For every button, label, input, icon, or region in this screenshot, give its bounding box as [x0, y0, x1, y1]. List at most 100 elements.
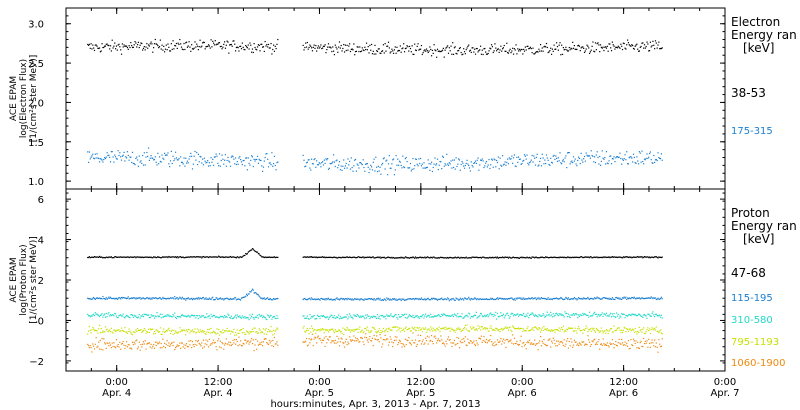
data-point: [192, 163, 194, 165]
data-point: [159, 160, 161, 163]
data-point: [486, 257, 488, 259]
data-point: [158, 330, 161, 333]
data-point: [502, 256, 504, 259]
data-point: [501, 48, 504, 50]
data-point: [512, 326, 515, 328]
data-point: [592, 41, 594, 43]
data-point: [359, 46, 361, 48]
data-point: [575, 298, 577, 300]
data-point: [182, 256, 184, 258]
data-point: [627, 256, 630, 259]
data-point: [621, 338, 623, 341]
data-point: [643, 314, 645, 316]
data-point: [422, 52, 424, 54]
data-point: [563, 298, 565, 300]
data-point: [186, 330, 189, 333]
data-point: [116, 316, 118, 319]
data-point: [536, 153, 538, 155]
data-point: [648, 342, 651, 345]
data-point: [421, 53, 423, 56]
data-point: [652, 342, 654, 344]
data-point: [267, 46, 269, 48]
data-point: [147, 314, 149, 316]
data-point: [552, 329, 554, 332]
data-point: [303, 159, 305, 161]
data-point: [479, 338, 482, 340]
data-point: [573, 256, 575, 258]
data-point: [313, 158, 315, 161]
data-point: [637, 341, 639, 343]
data-point: [404, 47, 406, 50]
data-point: [239, 344, 241, 346]
data-point: [411, 316, 413, 318]
data-point: [391, 341, 393, 343]
data-point: [217, 340, 219, 342]
data-point: [129, 317, 131, 319]
data-point: [654, 313, 657, 316]
data-point: [580, 329, 582, 332]
data-point: [554, 48, 556, 50]
data-point: [537, 349, 539, 351]
data-point: [92, 326, 94, 329]
data-point: [365, 256, 368, 259]
data-point: [319, 330, 321, 332]
data-point: [597, 297, 599, 299]
data-point: [103, 158, 105, 161]
data-point: [439, 160, 441, 163]
data-point: [594, 298, 597, 300]
data-point: [231, 45, 233, 47]
data-point: [119, 152, 121, 154]
data-point: [196, 151, 198, 154]
data-point: [444, 49, 446, 51]
data-point: [523, 341, 525, 344]
data-point: [346, 256, 348, 258]
data-point: [118, 329, 120, 331]
data-point: [583, 313, 586, 315]
data-point: [387, 338, 389, 340]
y-tick-label: 6: [38, 195, 44, 206]
data-point: [600, 327, 602, 329]
data-point: [185, 162, 188, 164]
data-point: [585, 298, 587, 300]
data-point: [311, 256, 313, 258]
data-point: [272, 329, 275, 332]
data-point: [237, 256, 239, 258]
data-point: [311, 47, 313, 49]
data-point: [539, 50, 541, 52]
data-point: [321, 342, 323, 344]
data-point: [599, 51, 601, 53]
data-point: [387, 256, 389, 258]
data-point: [184, 257, 186, 259]
data-point: [556, 329, 558, 331]
data-point: [253, 43, 255, 45]
data-point: [501, 257, 503, 259]
data-point: [419, 256, 421, 258]
data-point: [648, 297, 651, 299]
data-point: [394, 313, 396, 316]
data-point: [346, 167, 348, 169]
data-point: [321, 315, 323, 317]
data-point: [476, 256, 478, 258]
data-point: [584, 313, 586, 315]
data-point: [177, 315, 179, 318]
data-point: [567, 151, 570, 154]
data-point: [325, 317, 327, 319]
data-point: [438, 164, 440, 166]
data-point: [613, 45, 615, 47]
data-point: [655, 42, 657, 44]
data-point: [343, 299, 346, 301]
data-point: [556, 345, 559, 347]
data-point: [393, 174, 396, 176]
data-point: [118, 346, 120, 348]
data-point: [191, 155, 193, 157]
data-point: [320, 166, 322, 168]
data-point: [357, 331, 359, 333]
data-point: [505, 314, 507, 316]
data-point: [392, 159, 394, 161]
data-point: [114, 298, 116, 300]
data-point: [360, 315, 362, 317]
data-point: [587, 335, 589, 337]
data-point: [462, 53, 464, 55]
data-point: [164, 152, 166, 154]
data-point: [368, 52, 370, 54]
